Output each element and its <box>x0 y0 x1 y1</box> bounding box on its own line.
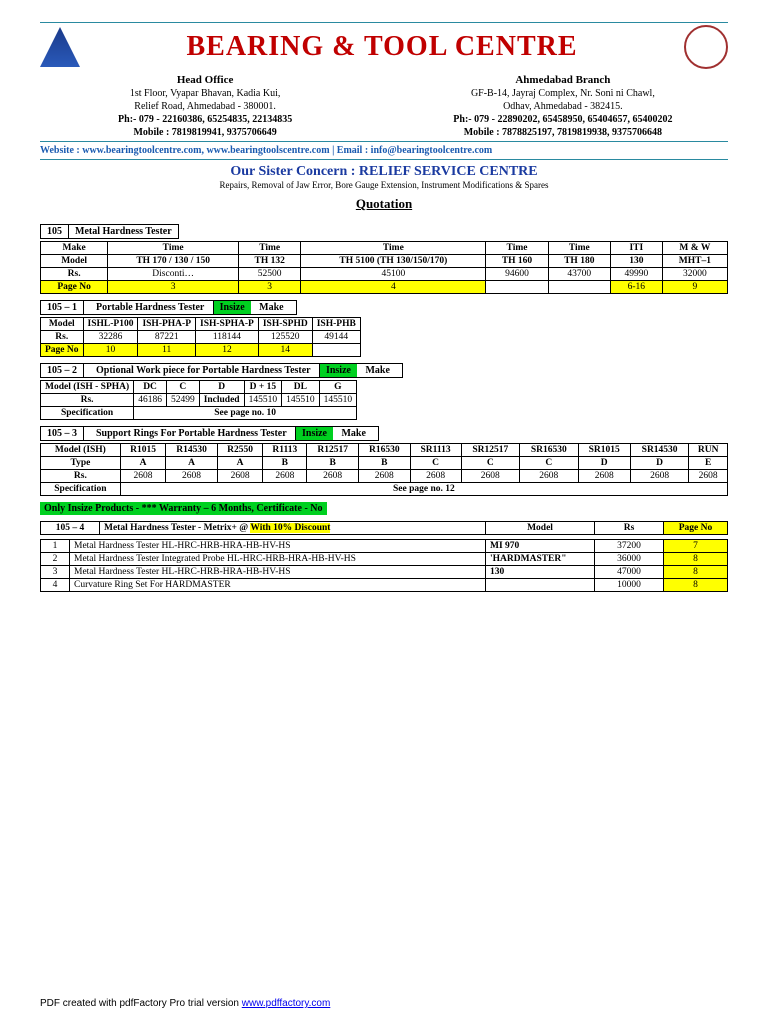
footer-text: PDF created with pdfFactory Pro trial ve… <box>40 998 242 1009</box>
sec-title: Portable Hardness Tester Insize Make <box>84 301 296 314</box>
page: BEARING & TOOL CENTRE Head Office 1st Fl… <box>0 0 768 1024</box>
table-row: Model (ISH - SPHA)DCCDD + 15DLG <box>41 381 357 394</box>
table-row: Rs.2608260826082608260826082608260826082… <box>41 470 728 483</box>
section-105-2: 105 – 2 Optional Work piece for Portable… <box>40 363 403 378</box>
logo-right-icon <box>684 25 728 69</box>
rule <box>40 22 728 23</box>
addr-line: Relief Road, Ahmedabad - 380001. <box>40 100 370 113</box>
addr-line: Odhav, Ahmedabad - 382415. <box>398 100 728 113</box>
sec-code: 105 <box>41 225 69 238</box>
addr-line: 1st Floor, Vyapar Bhavan, Kadia Kui, <box>40 87 370 100</box>
footer-link[interactable]: www.pdffactory.com <box>242 998 331 1009</box>
table-row: 105 – 4 Metal Hardness Tester - Metrix+ … <box>41 522 728 535</box>
website-bar: Website : www.bearingtoolcentre.com, www… <box>40 145 728 156</box>
sec-code: 105 – 2 <box>41 364 84 377</box>
table-row: 4Curvature Ring Set For HARDMASTER100008 <box>41 579 728 592</box>
sec-title: Support Rings For Portable Hardness Test… <box>84 427 378 440</box>
addr-line: GF-B-14, Jayraj Complex, Nr. Soni ni Cha… <box>398 87 728 100</box>
table-row: 3Metal Hardness Tester HL-HRC-HRB-HRA-HB… <box>41 566 728 579</box>
table-row: Rs.Disconti…5250045100946004370049990320… <box>41 268 728 281</box>
table-105-2: Model (ISH - SPHA)DCCDD + 15DLG Rs.46186… <box>40 380 357 420</box>
rule <box>40 159 728 160</box>
table-105-1: ModelISHL-P100ISH-PHA-PISH-SPHA-PISH-SPH… <box>40 317 361 357</box>
sec-code: 105 – 3 <box>41 427 84 440</box>
mobile: Mobile : 7878825197, 7819819938, 9375706… <box>398 126 728 139</box>
company-name: BEARING & TOOL CENTRE <box>186 31 577 63</box>
header: BEARING & TOOL CENTRE <box>40 25 728 69</box>
table-105-3: Model (ISH)R1015R14530R2550R1113R12517R1… <box>40 443 728 496</box>
table-row: Page No3346-169 <box>41 281 728 294</box>
section-105-1: 105 – 1 Portable Hardness Tester Insize … <box>40 300 297 315</box>
table-row: 1Metal Hardness Tester HL-HRC-HRB-HRA-HB… <box>41 540 728 553</box>
table-row: Rs.4618652499Included145510145510145510 <box>41 394 357 407</box>
footer: PDF created with pdfFactory Pro trial ve… <box>40 998 330 1009</box>
sister-concern: Our Sister Concern : RELIEF SERVICE CENT… <box>40 164 728 190</box>
table-row: SpecificationSee page no. 10 <box>41 407 357 420</box>
phone: Ph:- 079 - 22160386, 65254835, 22134835 <box>40 113 370 126</box>
table-row: TypeAAABBBCCCDDE <box>41 457 728 470</box>
sister-sub: Repairs, Removal of Jaw Error, Bore Gaug… <box>40 180 728 190</box>
table-row: Rs.322868722111814412552049144 <box>41 331 361 344</box>
table-row: ModelISHL-P100ISH-PHA-PISH-SPHA-PISH-SPH… <box>41 318 361 331</box>
sister-title: Our Sister Concern : RELIEF SERVICE CENT… <box>40 164 728 180</box>
sec-title: Metal Hardness Tester <box>69 225 178 238</box>
logo-left-icon <box>40 27 80 67</box>
table-row: 2Metal Hardness Tester Integrated Probe … <box>41 553 728 566</box>
table-row: MakeTimeTimeTimeTimeTimeITIM & W <box>41 242 728 255</box>
section-105-4-head: 105 – 4 Metal Hardness Tester - Metrix+ … <box>40 521 728 535</box>
mobile: Mobile : 7819819941, 9375706649 <box>40 126 370 139</box>
office-title: Head Office <box>40 73 370 87</box>
head-office: Head Office 1st Floor, Vyapar Bhavan, Ka… <box>40 73 370 139</box>
branch-office: Ahmedabad Branch GF-B-14, Jayraj Complex… <box>398 73 728 139</box>
rule <box>40 141 728 142</box>
quotation-heading: Quotation <box>40 196 728 212</box>
sec-code: 105 – 1 <box>41 301 84 314</box>
table-row: ModelTH 170 / 130 / 150TH 132TH 5100 (TH… <box>41 255 728 268</box>
table-105-4: 1Metal Hardness Tester HL-HRC-HRB-HRA-HB… <box>40 539 728 592</box>
office-title: Ahmedabad Branch <box>398 73 728 87</box>
table-row: Page No10111214 <box>41 344 361 357</box>
offices: Head Office 1st Floor, Vyapar Bhavan, Ka… <box>40 73 728 139</box>
section-105: 105 Metal Hardness Tester <box>40 224 179 239</box>
table-105: MakeTimeTimeTimeTimeTimeITIM & W ModelTH… <box>40 241 728 294</box>
table-row: SpecificationSee page no. 12 <box>41 483 728 496</box>
sec-title: Optional Work piece for Portable Hardnes… <box>84 364 402 377</box>
phone: Ph:- 079 - 22890202, 65458950, 65404657,… <box>398 113 728 126</box>
warranty-note: Only Insize Products - *** Warranty – 6 … <box>40 502 327 515</box>
section-105-3: 105 – 3 Support Rings For Portable Hardn… <box>40 426 379 441</box>
table-row: Model (ISH)R1015R14530R2550R1113R12517R1… <box>41 444 728 457</box>
